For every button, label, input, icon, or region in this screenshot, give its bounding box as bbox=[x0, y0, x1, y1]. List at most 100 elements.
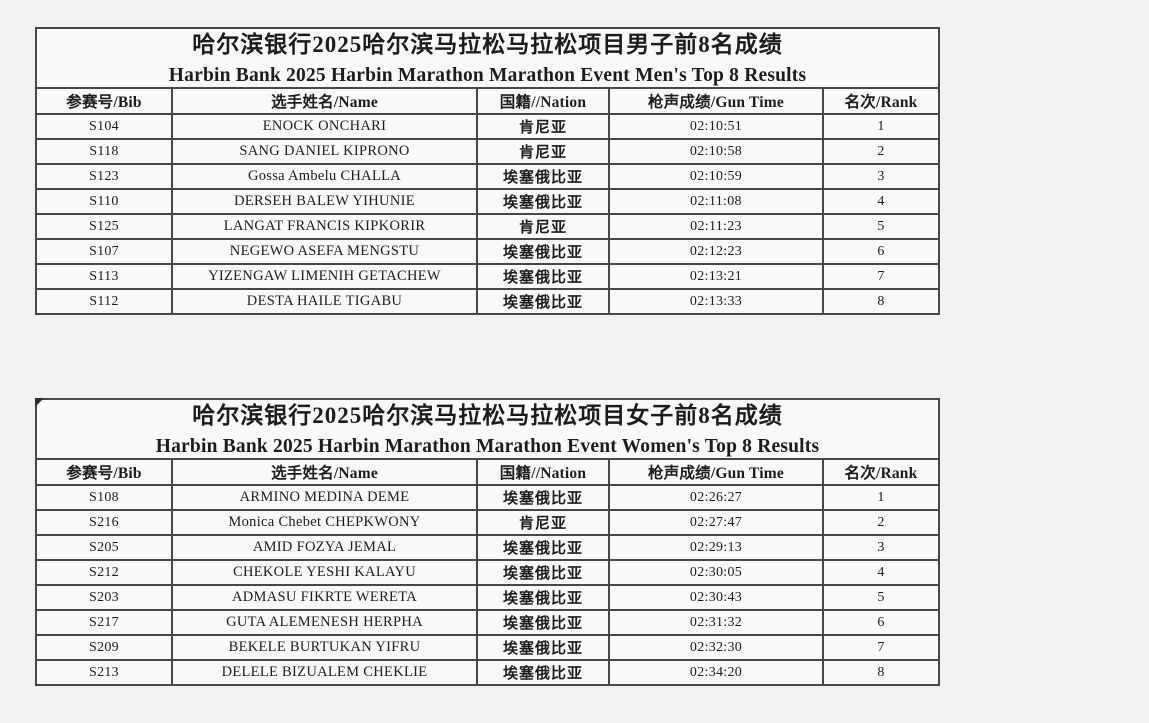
bib-cell: S213 bbox=[35, 659, 173, 687]
rank-cell: 1 bbox=[821, 484, 941, 512]
nation-cell: 埃塞俄比亚 bbox=[476, 188, 610, 216]
guntime-cell: 02:10:59 bbox=[608, 163, 824, 191]
table-row: S110 DERSEH BALEW YIHUNIE 埃塞俄比亚 02:11:08 4 bbox=[35, 188, 941, 216]
table-row: S112 DESTA HAILE TIGABU 埃塞俄比亚 02:13:33 8 bbox=[35, 288, 941, 316]
bib-cell: S217 bbox=[35, 609, 173, 637]
nation-cell: 埃塞俄比亚 bbox=[476, 559, 610, 587]
men-results-table: 哈尔滨银行2025哈尔滨马拉松马拉松项目男子前8名成绩 Harbin Bank … bbox=[34, 26, 941, 316]
nation-cell: 肯尼亚 bbox=[476, 113, 610, 141]
table-row: S107 NEGEWO ASEFA MENGSTU 埃塞俄比亚 02:12:23 6 bbox=[35, 238, 941, 266]
table-row: S209 BEKELE BURTUKAN YIFRU 埃塞俄比亚 02:32:30 7 bbox=[35, 634, 941, 662]
nation-cell: 埃塞俄比亚 bbox=[476, 163, 610, 191]
nation-cell: 埃塞俄比亚 bbox=[476, 238, 610, 266]
bib-cell: S203 bbox=[35, 584, 173, 612]
nation-cell: 埃塞俄比亚 bbox=[476, 534, 610, 562]
rank-cell: 4 bbox=[821, 188, 941, 216]
guntime-cell: 02:31:32 bbox=[608, 609, 824, 637]
guntime-cell: 02:12:23 bbox=[608, 238, 824, 266]
guntime-cell: 02:26:27 bbox=[608, 484, 824, 512]
table-title-row: 哈尔滨银行2025哈尔滨马拉松马拉松项目女子前8名成绩 Harbin Bank … bbox=[34, 397, 941, 461]
column-header-name: 选手姓名/Name bbox=[171, 458, 478, 487]
guntime-cell: 02:13:21 bbox=[608, 263, 824, 291]
rank-cell: 8 bbox=[821, 659, 941, 687]
rank-cell: 8 bbox=[821, 288, 941, 316]
name-cell: DERSEH BALEW YIHUNIE bbox=[171, 188, 478, 216]
column-header-rank: 名次/Rank bbox=[821, 458, 941, 487]
column-header-nation: 国籍//Nation bbox=[476, 87, 610, 116]
name-cell: ARMINO MEDINA DEME bbox=[171, 484, 478, 512]
table-row: S216 Monica Chebet CHEPKWONY 肯尼亚 02:27:47 2 bbox=[35, 509, 941, 537]
photo-fold-mark bbox=[35, 398, 44, 407]
women-title-english: Harbin Bank 2025 Harbin Marathon Maratho… bbox=[155, 436, 820, 458]
nation-cell: 埃塞俄比亚 bbox=[476, 484, 610, 512]
nation-cell: 埃塞俄比亚 bbox=[476, 659, 610, 687]
table-row: S205 AMID FOZYA JEMAL 埃塞俄比亚 02:29:13 3 bbox=[35, 534, 941, 562]
guntime-cell: 02:34:20 bbox=[608, 659, 824, 687]
rank-cell: 2 bbox=[821, 138, 941, 166]
bib-cell: S205 bbox=[35, 534, 173, 562]
bib-cell: S104 bbox=[35, 113, 173, 141]
table-header-row: 参赛号/Bib 选手姓名/Name 国籍//Nation 枪声成绩/Gun Ti… bbox=[35, 87, 941, 116]
nation-cell: 肯尼亚 bbox=[476, 509, 610, 537]
guntime-cell: 02:29:13 bbox=[608, 534, 824, 562]
guntime-cell: 02:27:47 bbox=[608, 509, 824, 537]
column-header-bib: 参赛号/Bib bbox=[35, 458, 173, 487]
table-row: S217 GUTA ALEMENESH HERPHA 埃塞俄比亚 02:31:32 6 bbox=[35, 609, 941, 637]
guntime-cell: 02:30:05 bbox=[608, 559, 824, 587]
guntime-cell: 02:30:43 bbox=[608, 584, 824, 612]
nation-cell: 埃塞俄比亚 bbox=[476, 263, 610, 291]
table-row: S203 ADMASU FIKRTE WERETA 埃塞俄比亚 02:30:43 5 bbox=[35, 584, 941, 612]
rank-cell: 4 bbox=[821, 559, 941, 587]
nation-cell: 埃塞俄比亚 bbox=[476, 584, 610, 612]
nation-cell: 肯尼亚 bbox=[476, 138, 610, 166]
table-row: S123 Gossa Ambelu CHALLA 埃塞俄比亚 02:10:59 3 bbox=[35, 163, 941, 191]
guntime-cell: 02:10:51 bbox=[608, 113, 824, 141]
bib-cell: S112 bbox=[35, 288, 173, 316]
table-row: S118 SANG DANIEL KIPRONO 肯尼亚 02:10:58 2 bbox=[35, 138, 941, 166]
name-cell: GUTA ALEMENESH HERPHA bbox=[171, 609, 478, 637]
guntime-cell: 02:32:30 bbox=[608, 634, 824, 662]
guntime-cell: 02:11:08 bbox=[608, 188, 824, 216]
guntime-cell: 02:11:23 bbox=[608, 213, 824, 241]
bib-cell: S125 bbox=[35, 213, 173, 241]
name-cell: DESTA HAILE TIGABU bbox=[171, 288, 478, 316]
bib-cell: S108 bbox=[35, 484, 173, 512]
bib-cell: S113 bbox=[35, 263, 173, 291]
table-header-row: 参赛号/Bib 选手姓名/Name 国籍//Nation 枪声成绩/Gun Ti… bbox=[35, 458, 941, 487]
table-title-row: 哈尔滨银行2025哈尔滨马拉松马拉松项目男子前8名成绩 Harbin Bank … bbox=[34, 26, 941, 90]
nation-cell: 埃塞俄比亚 bbox=[476, 634, 610, 662]
table-row: S108 ARMINO MEDINA DEME 埃塞俄比亚 02:26:27 1 bbox=[35, 484, 941, 512]
rank-cell: 3 bbox=[821, 163, 941, 191]
column-header-nation: 国籍//Nation bbox=[476, 458, 610, 487]
guntime-cell: 02:10:58 bbox=[608, 138, 824, 166]
column-header-bib: 参赛号/Bib bbox=[35, 87, 173, 116]
rank-cell: 2 bbox=[821, 509, 941, 537]
name-cell: LANGAT FRANCIS KIPKORIR bbox=[171, 213, 478, 241]
column-header-guntime: 枪声成绩/Gun Time bbox=[608, 458, 824, 487]
name-cell: YIZENGAW LIMENIH GETACHEW bbox=[171, 263, 478, 291]
name-cell: AMID FOZYA JEMAL bbox=[171, 534, 478, 562]
rank-cell: 6 bbox=[821, 238, 941, 266]
table-row: S125 LANGAT FRANCIS KIPKORIR 肯尼亚 02:11:23 5 bbox=[35, 213, 941, 241]
rank-cell: 7 bbox=[821, 634, 941, 662]
name-cell: Gossa Ambelu CHALLA bbox=[171, 163, 478, 191]
bib-cell: S107 bbox=[35, 238, 173, 266]
rank-cell: 5 bbox=[821, 584, 941, 612]
bib-cell: S118 bbox=[35, 138, 173, 166]
nation-cell: 埃塞俄比亚 bbox=[476, 288, 610, 316]
men-title-english: Harbin Bank 2025 Harbin Marathon Maratho… bbox=[168, 65, 807, 87]
name-cell: SANG DANIEL KIPRONO bbox=[171, 138, 478, 166]
name-cell: DELELE BIZUALEM CHEKLIE bbox=[171, 659, 478, 687]
bib-cell: S123 bbox=[35, 163, 173, 191]
bib-cell: S110 bbox=[35, 188, 173, 216]
table-row: S213 DELELE BIZUALEM CHEKLIE 埃塞俄比亚 02:34:20… bbox=[35, 659, 941, 687]
column-header-guntime: 枪声成绩/Gun Time bbox=[608, 87, 824, 116]
rank-cell: 1 bbox=[821, 113, 941, 141]
rank-cell: 3 bbox=[821, 534, 941, 562]
table-row: S113 YIZENGAW LIMENIH GETACHEW 埃塞俄比亚 02:13:… bbox=[35, 263, 941, 291]
women-table-body: S108 ARMINO MEDINA DEME 埃塞俄比亚 02:26:27 1 S216… bbox=[35, 484, 941, 687]
name-cell: ENOCK ONCHARI bbox=[171, 113, 478, 141]
women-table-title: 哈尔滨银行2025哈尔滨马拉松马拉松项目女子前8名成绩 Harbin Bank … bbox=[34, 397, 941, 461]
column-header-rank: 名次/Rank bbox=[821, 87, 941, 116]
